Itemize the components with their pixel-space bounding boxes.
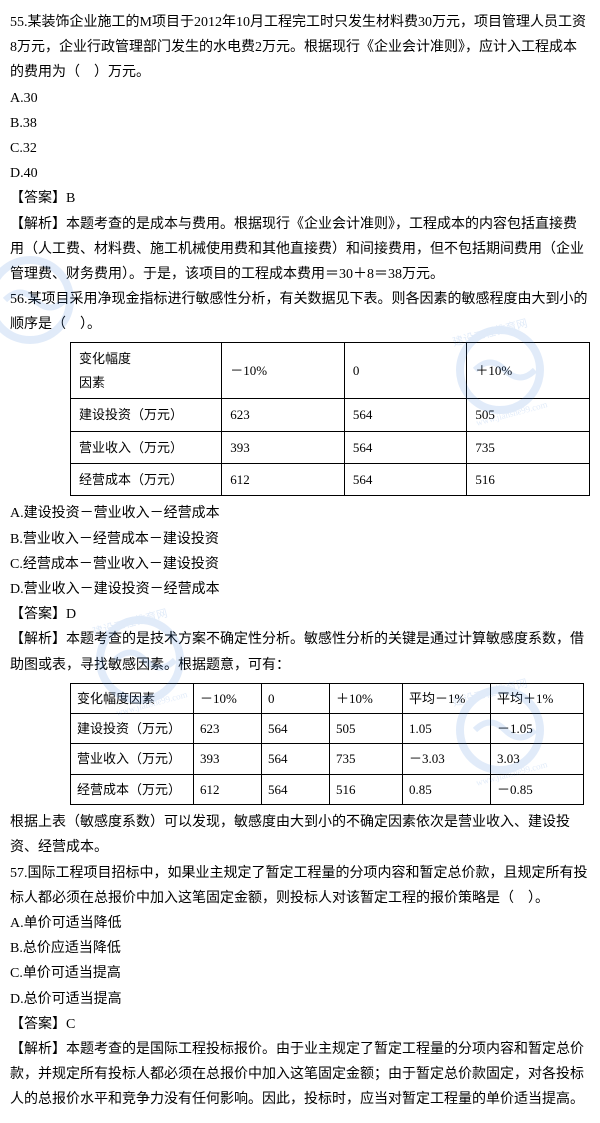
- q56-explanation-1: 【解析】本题考查的是技术方案不确定性分析。敏感性分析的关键是通过计算敏感度系数，…: [10, 627, 590, 677]
- table-cell: －3.03: [403, 744, 491, 774]
- q57-option-b: B.总价应适当降低: [10, 936, 590, 961]
- table-cell: 经营成本（万元）: [71, 774, 194, 804]
- table-cell: －0.85: [491, 774, 584, 804]
- table-cell: 505: [467, 399, 590, 431]
- q56-stem: 56.某项目采用净现金指标进行敏感性分析，有关数据见下表。则各因素的敏感程度由大…: [10, 287, 590, 337]
- q57-option-d: D.总价可适当提高: [10, 987, 590, 1012]
- table-cell: 516: [467, 464, 590, 496]
- table-header-cell: 平均＋1%: [491, 683, 584, 713]
- table-cell: 564: [262, 744, 330, 774]
- table-cell: 营业收入（万元）: [71, 431, 222, 463]
- q56-option-b: B.营业收入－经营成本－建设投资: [10, 527, 590, 552]
- q57-option-a: A.单价可适当降低: [10, 911, 590, 936]
- table-cell: 393: [222, 431, 345, 463]
- table-cell: 735: [467, 431, 590, 463]
- table-header-cell: ＋10%: [467, 343, 590, 399]
- table-cell: 516: [330, 774, 403, 804]
- q55-option-a: A.30: [10, 86, 590, 111]
- q55-explanation: 【解析】本题考查的是成本与费用。根据现行《企业会计准则》，工程成本的内容包括直接…: [10, 212, 590, 288]
- q55-stem: 55.某装饰企业施工的M项目于2012年10月工程完工时只发生材料费30万元，项…: [10, 10, 590, 86]
- table-cell: 建设投资（万元）: [71, 399, 222, 431]
- table-cell: 建设投资（万元）: [71, 714, 194, 744]
- q56-answer: 【答案】D: [10, 602, 590, 627]
- table-header-cell: 0: [262, 683, 330, 713]
- table-cell: 612: [222, 464, 345, 496]
- table-cell: 经营成本（万元）: [71, 464, 222, 496]
- table-cell: 1.05: [403, 714, 491, 744]
- q55-option-b: B.38: [10, 111, 590, 136]
- q55-option-d: D.40: [10, 161, 590, 186]
- q55-answer: 【答案】B: [10, 186, 590, 211]
- q56-table1: 变化幅度 因素－10%0＋10%建设投资（万元）623564505营业收入（万元…: [70, 342, 590, 496]
- table-cell: 623: [222, 399, 345, 431]
- q57-explanation: 【解析】本题考查的是国际工程投标报价。由于业主规定了暂定工程量的分项内容和暂定总…: [10, 1037, 590, 1113]
- q55-option-c: C.32: [10, 136, 590, 161]
- table-header-cell: 0: [344, 343, 466, 399]
- table-cell: 564: [262, 774, 330, 804]
- table-header-cell: －10%: [194, 683, 262, 713]
- table-header-cell: －10%: [222, 343, 345, 399]
- table-cell: 612: [194, 774, 262, 804]
- table-header-cell: 平均－1%: [403, 683, 491, 713]
- q57-stem: 57.国际工程项目招标中，如果业主规定了暂定工程量的分项内容和暂定总价款，且规定…: [10, 861, 590, 911]
- q56-option-a: A.建设投资－营业收入－经营成本: [10, 501, 590, 526]
- table-cell: －1.05: [491, 714, 584, 744]
- q56-explanation-2: 根据上表（敏感度系数）可以发现，敏感度由大到小的不确定因素依次是营业收入、建设投…: [10, 810, 590, 860]
- table-cell: 393: [194, 744, 262, 774]
- q56-option-c: C.经营成本－营业收入－建设投资: [10, 552, 590, 577]
- q56-option-d: D.营业收入－建设投资－经营成本: [10, 577, 590, 602]
- table-cell: 3.03: [491, 744, 584, 774]
- table-cell: 营业收入（万元）: [71, 744, 194, 774]
- table-cell: 735: [330, 744, 403, 774]
- q57-answer: 【答案】C: [10, 1012, 590, 1037]
- table-cell: 564: [344, 399, 466, 431]
- table-header-cell: 变化幅度 因素: [71, 343, 222, 399]
- table-header-cell: 变化幅度因素: [71, 683, 194, 713]
- q56-table2: 变化幅度因素－10%0＋10%平均－1%平均＋1%建设投资（万元）6235645…: [70, 683, 584, 806]
- table-cell: 623: [194, 714, 262, 744]
- table-cell: 564: [262, 714, 330, 744]
- table-cell: 564: [344, 431, 466, 463]
- table-cell: 564: [344, 464, 466, 496]
- table-cell: 0.85: [403, 774, 491, 804]
- table-cell: 505: [330, 714, 403, 744]
- table-header-cell: ＋10%: [330, 683, 403, 713]
- q57-option-c: C.单价可适当提高: [10, 961, 590, 986]
